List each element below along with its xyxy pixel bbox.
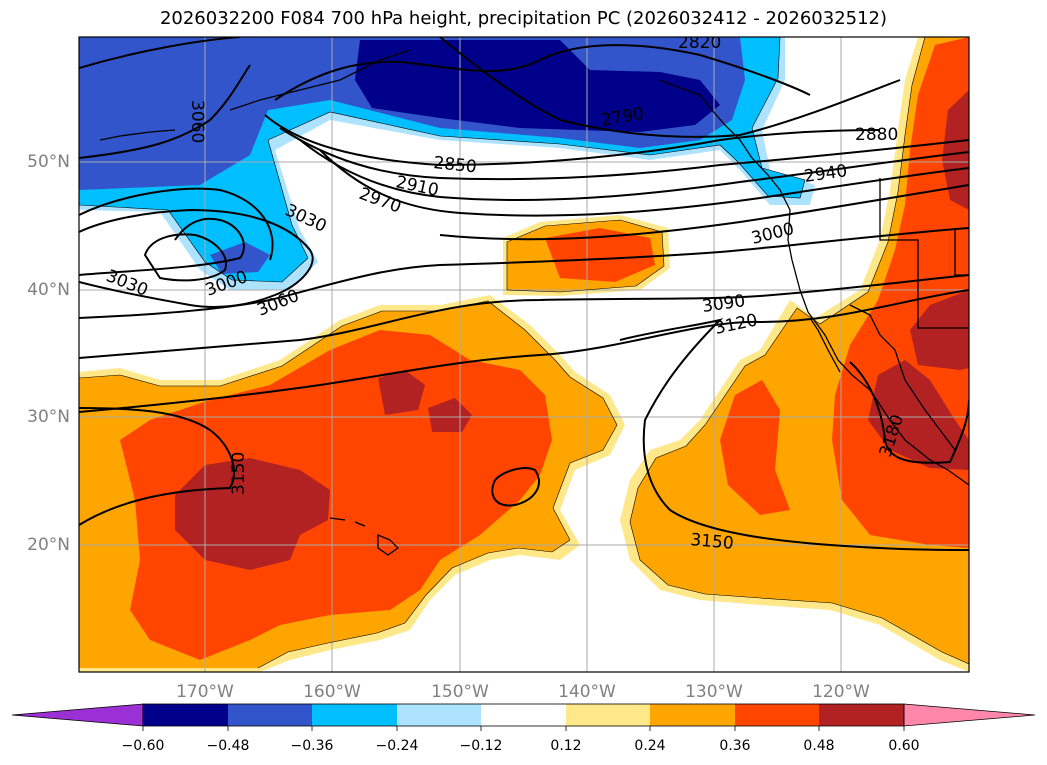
colorbar-tick-label: 0.60 <box>888 738 919 754</box>
contour-label: 2880 <box>855 125 898 145</box>
coastlines <box>99 49 969 556</box>
colorbar-segment <box>228 704 312 726</box>
colorbar-tick-label: −0.24 <box>376 738 419 754</box>
colorbar-tick-label: 0.36 <box>719 738 750 754</box>
colorbar-segment <box>143 704 228 726</box>
positive-red-field-east-2 <box>720 380 790 515</box>
colorbar-segment <box>735 704 819 726</box>
colorbar-extend-right <box>903 703 1036 727</box>
colorbar-tick-label: 0.48 <box>803 738 834 754</box>
positive-darkred-field-east-3 <box>868 360 969 470</box>
colorbar-segment <box>312 704 397 726</box>
lon-label: 160°W <box>303 682 361 702</box>
colorbar-extend-left <box>11 703 144 727</box>
height-contours <box>79 37 969 551</box>
colorbar-segment <box>650 704 735 726</box>
negative-navy-field <box>355 40 720 132</box>
colorbar-tick-label: −0.48 <box>207 738 250 754</box>
contour-label: 2850 <box>432 153 477 177</box>
colorbar-tick-label: 0.12 <box>550 738 581 754</box>
colorbar-ticks <box>142 726 905 731</box>
lat-label: 30°N <box>27 407 70 427</box>
lat-label: 20°N <box>27 535 70 555</box>
positive-darkred-field-west <box>175 458 330 570</box>
lat-label: 40°N <box>27 280 70 300</box>
lat-label: 50°N <box>27 152 70 172</box>
colorbar-segment <box>397 704 481 726</box>
colorbar-frame <box>142 703 905 727</box>
lon-label: 170°W <box>176 682 234 702</box>
lon-label: 150°W <box>431 682 489 702</box>
colorbar: −0.60 −0.48 −0.36 −0.24 −0.12 0.12 0.24 … <box>11 703 1036 754</box>
lon-label: 130°W <box>685 682 743 702</box>
colorbar-segment <box>566 704 650 726</box>
positive-red-field-north <box>545 228 655 282</box>
positive-darkred-field-west-3 <box>428 398 472 432</box>
colorbar-tick-label: −0.12 <box>460 738 503 754</box>
contour-label: 2820 <box>678 33 721 53</box>
latitude-labels: 50°N 40°N 30°N 20°N <box>27 152 70 555</box>
positive-darkred-field-east <box>942 90 969 210</box>
field-outlines <box>79 37 969 669</box>
colorbar-tick-label: −0.36 <box>291 738 334 754</box>
contour-label: 3060 <box>187 100 207 143</box>
colorbar-segment <box>819 704 904 726</box>
contour-label: 3150 <box>229 452 249 495</box>
contour-label: 3150 <box>690 530 735 554</box>
lon-label: 120°W <box>812 682 870 702</box>
positive-darkred-field-west-2 <box>378 370 425 415</box>
longitude-labels: 170°W 160°W 150°W 140°W 130°W 120°W <box>176 682 870 702</box>
colorbar-segment <box>481 704 566 726</box>
colorbar-tick-label: 0.24 <box>634 738 665 754</box>
lon-label: 140°W <box>558 682 616 702</box>
map-title: 2026032200 F084 700 hPa height, precipit… <box>159 8 888 29</box>
map-frame <box>78 36 970 673</box>
positive-darkred-field-east-2 <box>910 290 969 370</box>
colorbar-tick-label: −0.60 <box>122 738 165 754</box>
map-panel: 3060 2820 2790 2880 2850 2910 2970 2940 … <box>79 33 969 672</box>
